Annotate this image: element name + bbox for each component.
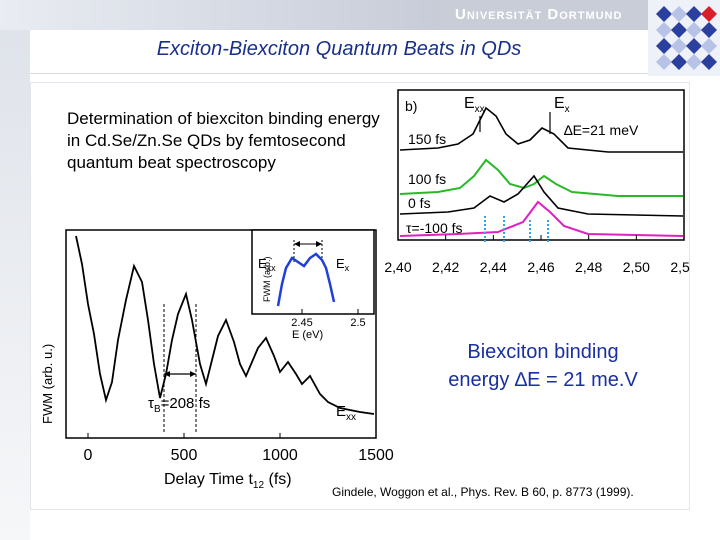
spectra-delay-1: 100 fs bbox=[408, 171, 446, 187]
inset-exx-label: Exx bbox=[258, 256, 276, 273]
beats-period-sub: B bbox=[154, 404, 161, 415]
beats-curve bbox=[75, 235, 375, 415]
spectra-panel-label: b) bbox=[405, 98, 417, 114]
spectra-tick-label: 2,48 bbox=[575, 259, 602, 275]
title-band bbox=[30, 30, 648, 74]
logo-cell bbox=[671, 54, 687, 70]
spectra-tick-label: 2,46 bbox=[527, 259, 554, 275]
inset-curve bbox=[276, 252, 336, 307]
spectra-frame bbox=[397, 89, 685, 241]
beats-x-label: Delay Time t12 (fs) bbox=[164, 471, 292, 491]
inset-arrowhead-left bbox=[294, 241, 300, 247]
spectra-tick-label: 2,42 bbox=[432, 259, 459, 275]
spectra-curve-100fs bbox=[399, 158, 683, 197]
beats-tick-label: 1500 bbox=[358, 447, 394, 464]
header-bar bbox=[0, 0, 720, 30]
spectra-curve-neg100fs bbox=[399, 200, 684, 237]
inset-tick-label: 2.5 bbox=[350, 317, 365, 329]
inset-exx-sub: xx bbox=[267, 263, 277, 273]
spectra-ex-label: Ex bbox=[554, 95, 570, 115]
spectra-curve-150fs bbox=[399, 106, 683, 153]
logo-cell bbox=[671, 38, 687, 54]
university-logo-icon bbox=[648, 0, 720, 76]
spectra-exx-sub: xx bbox=[475, 104, 485, 115]
spectra-x-ticks: 2,40 2,42 2,44 2,46 2,48 2,50 2,52 bbox=[384, 235, 690, 275]
logo-cell bbox=[701, 22, 717, 38]
spectra-delay-2: 0 fs bbox=[408, 195, 431, 211]
inset-ex-sub: x bbox=[345, 263, 350, 273]
spectra-curve-0fs bbox=[399, 174, 684, 217]
university-name: Universität Dortmund bbox=[455, 6, 623, 23]
beats-tick-label: 500 bbox=[171, 447, 198, 464]
figure-spectra: b) Exx Ex ∆E=21 meV 150 fs 100 fs 0 fs τ… bbox=[384, 89, 690, 275]
logo-cell bbox=[686, 22, 702, 38]
logo-cell bbox=[656, 6, 672, 22]
slide-title: Exciton-Biexciton Quantum Beats in QDs bbox=[156, 38, 522, 60]
inset-arrowhead-right bbox=[316, 241, 322, 247]
inset-fwm-label: FWM (arb.) bbox=[262, 257, 272, 303]
beats-exx-label: Exx bbox=[336, 403, 356, 423]
logo-cell bbox=[701, 54, 717, 70]
beats-period-arrowhead-right bbox=[190, 371, 196, 377]
binding-energy-result: Biexciton binding energy ∆E = 21 me.V bbox=[425, 338, 661, 394]
inset-x-ticks: 2.45 2.5 bbox=[291, 309, 366, 329]
beats-period-arrowhead-left bbox=[164, 371, 170, 377]
logo-cell bbox=[671, 22, 687, 38]
logo-cell bbox=[656, 22, 672, 38]
spectra-tick-label: 2,50 bbox=[623, 259, 650, 275]
spectra-exx-label: Exx bbox=[464, 95, 485, 115]
inset-x-label: E (eV) bbox=[292, 329, 323, 341]
beats-x-ticks: 0 500 1000 1500 bbox=[84, 433, 394, 464]
logo-cell bbox=[686, 38, 702, 54]
description-text: Determination of biexciton binding energ… bbox=[67, 109, 380, 172]
spectra-ex-sub: x bbox=[565, 104, 570, 115]
header-gradient bbox=[0, 0, 440, 30]
spectra-tick-label: 2,52 bbox=[670, 259, 690, 275]
result-line-2: energy ∆E = 21 me.V bbox=[448, 369, 638, 391]
spectra-tick-label: 2,40 bbox=[384, 259, 411, 275]
beats-period-label: τB=208 fs bbox=[148, 395, 210, 415]
beats-tick-label: 1000 bbox=[262, 447, 298, 464]
result-line-1: Biexciton binding bbox=[467, 341, 619, 363]
spectra-delay-0: 150 fs bbox=[408, 131, 446, 147]
beats-x-label-sub: 12 bbox=[253, 480, 265, 491]
logo-cell bbox=[671, 6, 687, 22]
inset-tick-label: 2.45 bbox=[291, 317, 312, 329]
beats-exx-sub: xx bbox=[346, 412, 356, 423]
logo-cell bbox=[656, 54, 672, 70]
spectra-delay-3: τ=-100 fs bbox=[406, 220, 463, 236]
logo-cell bbox=[701, 6, 717, 22]
inset-ex-label: Ex bbox=[336, 256, 350, 273]
figure-inset: Exx Ex FWM (arb.) 2.45 2.5 E (eV) bbox=[251, 229, 375, 341]
beats-tick-label: 0 bbox=[84, 447, 93, 464]
logo-cell bbox=[701, 38, 717, 54]
logo-cell bbox=[686, 6, 702, 22]
spectra-tick-label: 2,44 bbox=[480, 259, 507, 275]
beats-fwm-label: FWM (arb. u.) bbox=[40, 344, 55, 424]
logo-cell bbox=[656, 38, 672, 54]
citation-text: Gindele, Woggon et al., Phys. Rev. B 60,… bbox=[332, 485, 634, 499]
left-decoration bbox=[0, 30, 30, 540]
spectra-delta-label: ∆E=21 meV bbox=[564, 122, 639, 138]
logo-cell bbox=[686, 54, 702, 70]
